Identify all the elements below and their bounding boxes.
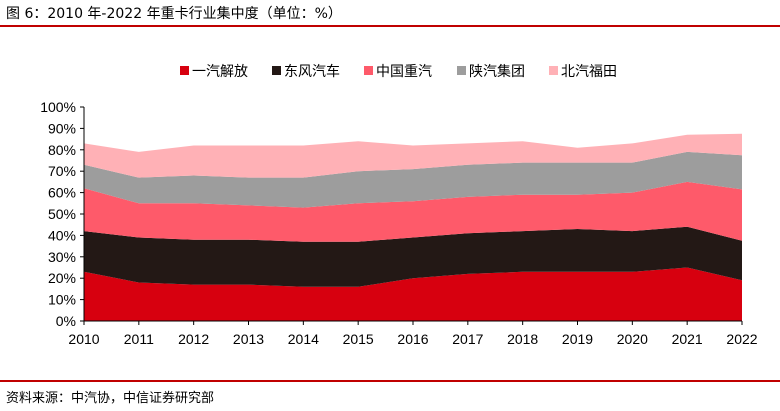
area-series-2: [84, 226, 742, 287]
x-tick-label: 2011: [124, 331, 154, 347]
legend-label: 东风汽车: [284, 63, 340, 80]
source-note: 资料来源：中汽协，中信证券研究部: [6, 391, 215, 406]
legend-label: 一汽解放: [192, 64, 248, 80]
y-tick-label: 10%: [48, 292, 76, 308]
x-tick-label: 2018: [507, 331, 538, 347]
x-tick-label: 2022: [726, 331, 757, 347]
x-tick-label: 2014: [288, 331, 319, 347]
y-tick-label: 60%: [48, 185, 76, 201]
y-tick-label: 20%: [48, 270, 76, 286]
y-tick-label: 100%: [40, 99, 76, 115]
legend-swatch: [364, 66, 373, 75]
legend-swatch: [549, 66, 558, 75]
y-tick-label: 50%: [48, 206, 76, 222]
chart-legend: 一汽解放 东风汽车 中国重汽 陕汽集团 北汽福田: [180, 63, 617, 80]
y-tick-label: 70%: [48, 163, 76, 179]
figure-title: 图 6：2010 年-2022 年重卡行业集中度（单位：%）: [6, 6, 342, 22]
legend-swatch: [180, 66, 189, 75]
x-tick-label: 2019: [562, 331, 593, 347]
title-divider: [0, 25, 780, 27]
legend-label: 陕汽集团: [469, 63, 525, 80]
stacked-area-chart: 一汽解放 东风汽车 中国重汽 陕汽集团 北汽福田 0% 10% 20% 30% 40% 50% 60…: [40, 63, 758, 347]
area-series-4: [84, 151, 742, 208]
chart-areas: [84, 133, 742, 321]
x-tick-label: 2017: [452, 331, 483, 347]
x-tick-label: 2010: [68, 331, 99, 347]
x-tick-label: 2015: [343, 331, 374, 347]
area-series-1: [84, 267, 742, 321]
legend-label: 中国重汽: [376, 64, 432, 80]
x-tick-label: 2013: [233, 331, 264, 347]
legend-swatch: [457, 66, 466, 75]
y-tick-label: 0%: [56, 313, 76, 329]
x-tick-label: 2016: [397, 331, 428, 347]
chart-axes: 0% 10% 20% 30% 40% 50% 60% 70% 80% 90% 100% 2010 201…: [40, 99, 758, 347]
x-tick-label: 2012: [178, 331, 209, 347]
area-series-3: [84, 181, 742, 242]
area-series-5: [84, 133, 742, 178]
y-tick-label: 80%: [48, 142, 76, 158]
y-tick-label: 40%: [48, 227, 76, 243]
source-divider: [0, 380, 780, 382]
x-tick-label: 2021: [672, 331, 703, 347]
x-tick-label: 2020: [617, 331, 648, 347]
legend-label: 北汽福田: [561, 64, 617, 80]
legend-swatch: [272, 66, 281, 75]
y-tick-label: 90%: [48, 120, 76, 136]
y-tick-label: 30%: [48, 249, 76, 265]
